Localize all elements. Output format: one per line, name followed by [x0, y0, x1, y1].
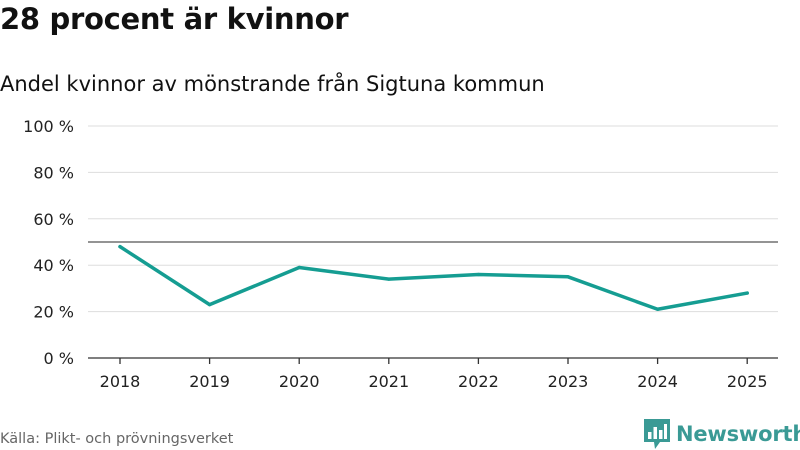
- x-tick-label: 2020: [279, 372, 320, 391]
- grid-lines: [88, 125, 778, 313]
- data-point: [745, 291, 749, 295]
- brand-name: Newsworthy: [676, 422, 800, 446]
- data-point: [656, 307, 660, 311]
- data-point: [118, 245, 122, 249]
- newsworthy-logo-icon: [644, 419, 670, 449]
- series-line: [118, 244, 749, 312]
- x-tick-label: 2018: [100, 372, 141, 391]
- data-point: [297, 265, 301, 270]
- brand[interactable]: Newsworthy: [644, 419, 800, 449]
- chart-subtitle: Andel kvinnor av mönstrande från Sigtuna…: [0, 72, 545, 96]
- data-point: [387, 277, 391, 281]
- y-tick-label: 20 %: [33, 303, 74, 322]
- data-point: [566, 275, 570, 279]
- x-axis-tick-labels: 2018 2019 2020 2021 2022 2023 2024 2025: [100, 372, 768, 391]
- data-point: [208, 303, 212, 307]
- y-tick-label: 100 %: [23, 117, 74, 136]
- x-tick-label: 2021: [368, 372, 409, 391]
- y-tick-label: 60 %: [33, 210, 74, 229]
- y-tick-label: 40 %: [33, 256, 74, 275]
- x-axis: [88, 357, 778, 364]
- source-note: Källa: Plikt- och prövningsverket: [0, 431, 234, 447]
- x-tick-label: 2019: [189, 372, 230, 391]
- x-tick-label: 2024: [637, 372, 678, 391]
- series-layer: [118, 244, 749, 312]
- x-tick-label: 2023: [548, 372, 589, 391]
- x-tick-label: 2022: [458, 372, 499, 391]
- y-axis-tick-labels: 0 % 20 % 40 % 60 % 80 % 100 %: [23, 117, 74, 368]
- x-tick-label: 2025: [727, 372, 768, 391]
- y-tick-label: 80 %: [33, 163, 74, 182]
- chart-title: 28 procent är kvinnor: [0, 2, 349, 36]
- y-tick-label: 0 %: [44, 349, 74, 368]
- data-point: [476, 272, 480, 277]
- line-chart: 0 % 20 % 40 % 60 % 80 % 100 % 2018 2019 2020 202…: [23, 117, 778, 391]
